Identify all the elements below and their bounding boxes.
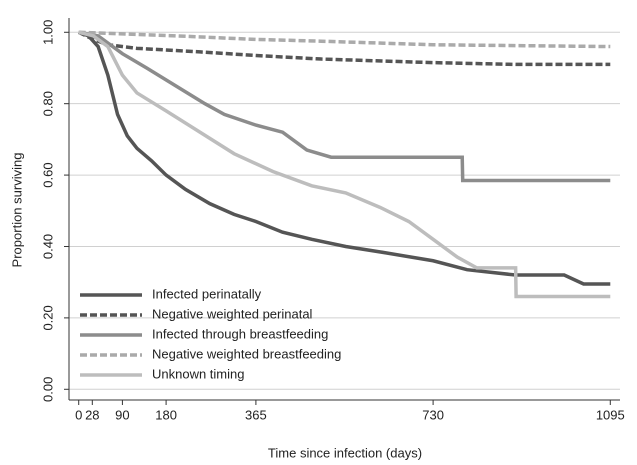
x-axis-label: Time since infection (days) — [268, 445, 422, 460]
legend-label: Unknown timing — [152, 366, 245, 381]
x-tick-label: 730 — [422, 407, 444, 422]
y-axis-label: Proportion surviving — [9, 153, 24, 268]
survival-line — [78, 30, 611, 183]
x-tick-label: 0 — [75, 407, 82, 422]
y-tick-label: 1.00 — [40, 20, 55, 45]
legend-label: Negative weighted breastfeeding — [152, 346, 341, 361]
survival-line — [77, 30, 611, 67]
y-tick-label: 0.60 — [40, 162, 55, 187]
y-tick-label: 0.20 — [40, 305, 55, 330]
legend-label: Infected perinatally — [152, 286, 262, 301]
x-tick-label: 28 — [85, 407, 99, 422]
legend-label: Infected through breastfeeding — [152, 326, 328, 341]
x-tick-label: 180 — [155, 407, 177, 422]
x-tick-label: 90 — [115, 407, 129, 422]
legend-label: Negative weighted perinatal — [152, 306, 313, 321]
survival-line — [78, 30, 611, 299]
x-tick-label: 1095 — [596, 407, 625, 422]
x-tick-label: 365 — [245, 407, 267, 422]
survival-line — [78, 30, 611, 286]
y-tick-label: 0.80 — [40, 91, 55, 116]
survival-line — [78, 30, 611, 49]
y-tick-label: 0.00 — [40, 377, 55, 402]
y-tick-label: 0.40 — [40, 234, 55, 259]
